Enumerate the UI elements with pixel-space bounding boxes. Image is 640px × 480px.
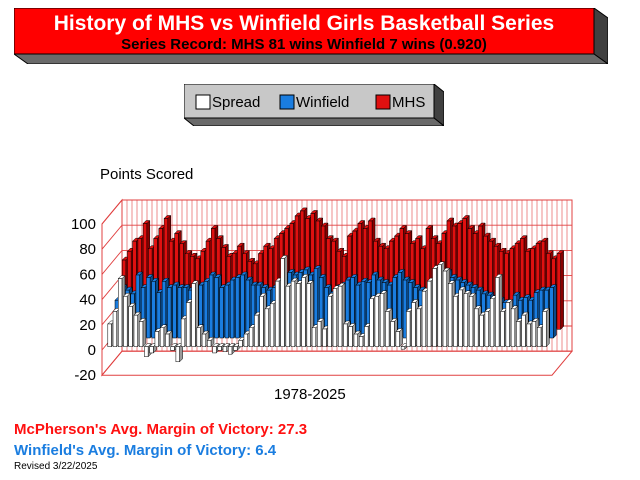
- y-axis-ticks: -20 0 20 40 60 80 100: [71, 216, 96, 384]
- winfield-bar: [549, 283, 558, 339]
- spread-bar: [164, 330, 173, 348]
- revised-date: Revised 3/22/2025: [14, 461, 98, 472]
- legend-swatch-mhs: [375, 94, 391, 110]
- y-tick-label: 100: [71, 216, 96, 233]
- y-tick-label: 20: [79, 317, 96, 334]
- y-tick-label: 0: [88, 342, 96, 359]
- spread-bar: [541, 307, 550, 348]
- bar-series: [107, 207, 565, 363]
- y-tick-label: 60: [79, 266, 96, 283]
- legend-label-winfield: Winfield: [296, 94, 349, 111]
- chart-area: -20 0 20 40 60 80 100: [71, 198, 574, 384]
- legend-label-spread: Spread: [212, 94, 260, 111]
- series-record: Series Record: MHS 81 wins Winfield 7 wi…: [121, 36, 487, 53]
- chart-title: History of MHS vs Winfield Girls Basketb…: [54, 12, 554, 35]
- legend-swatch-spread: [195, 94, 211, 110]
- title-banner: History of MHS vs Winfield Girls Basketb…: [14, 8, 608, 64]
- y-tick-label: -20: [74, 367, 96, 384]
- legend: Spread Winfield MHS: [184, 84, 444, 126]
- spread-bar: [206, 336, 215, 348]
- grid-line: [101, 224, 572, 250]
- spread-bar: [138, 317, 147, 348]
- spread-bar: [149, 343, 157, 354]
- grid-line: [101, 350, 572, 376]
- mcpherson-margin-text: McPherson's Avg. Margin of Victory: 27.3: [14, 421, 308, 438]
- mhs-bar: [556, 250, 565, 330]
- legend-label-mhs: MHS: [392, 94, 425, 111]
- winfield-margin-text: Winfield's Avg. Margin of Victory: 6.4: [14, 442, 277, 459]
- grid-line: [101, 199, 572, 225]
- y-axis-title: Points Scored: [100, 166, 194, 183]
- spread-bar: [395, 327, 404, 348]
- x-axis-title: 1978-2025: [274, 386, 346, 403]
- y-tick-label: 40: [79, 292, 96, 309]
- y-tick-label: 80: [79, 241, 96, 258]
- legend-swatch-winfield: [279, 94, 295, 110]
- floor: [100, 350, 574, 376]
